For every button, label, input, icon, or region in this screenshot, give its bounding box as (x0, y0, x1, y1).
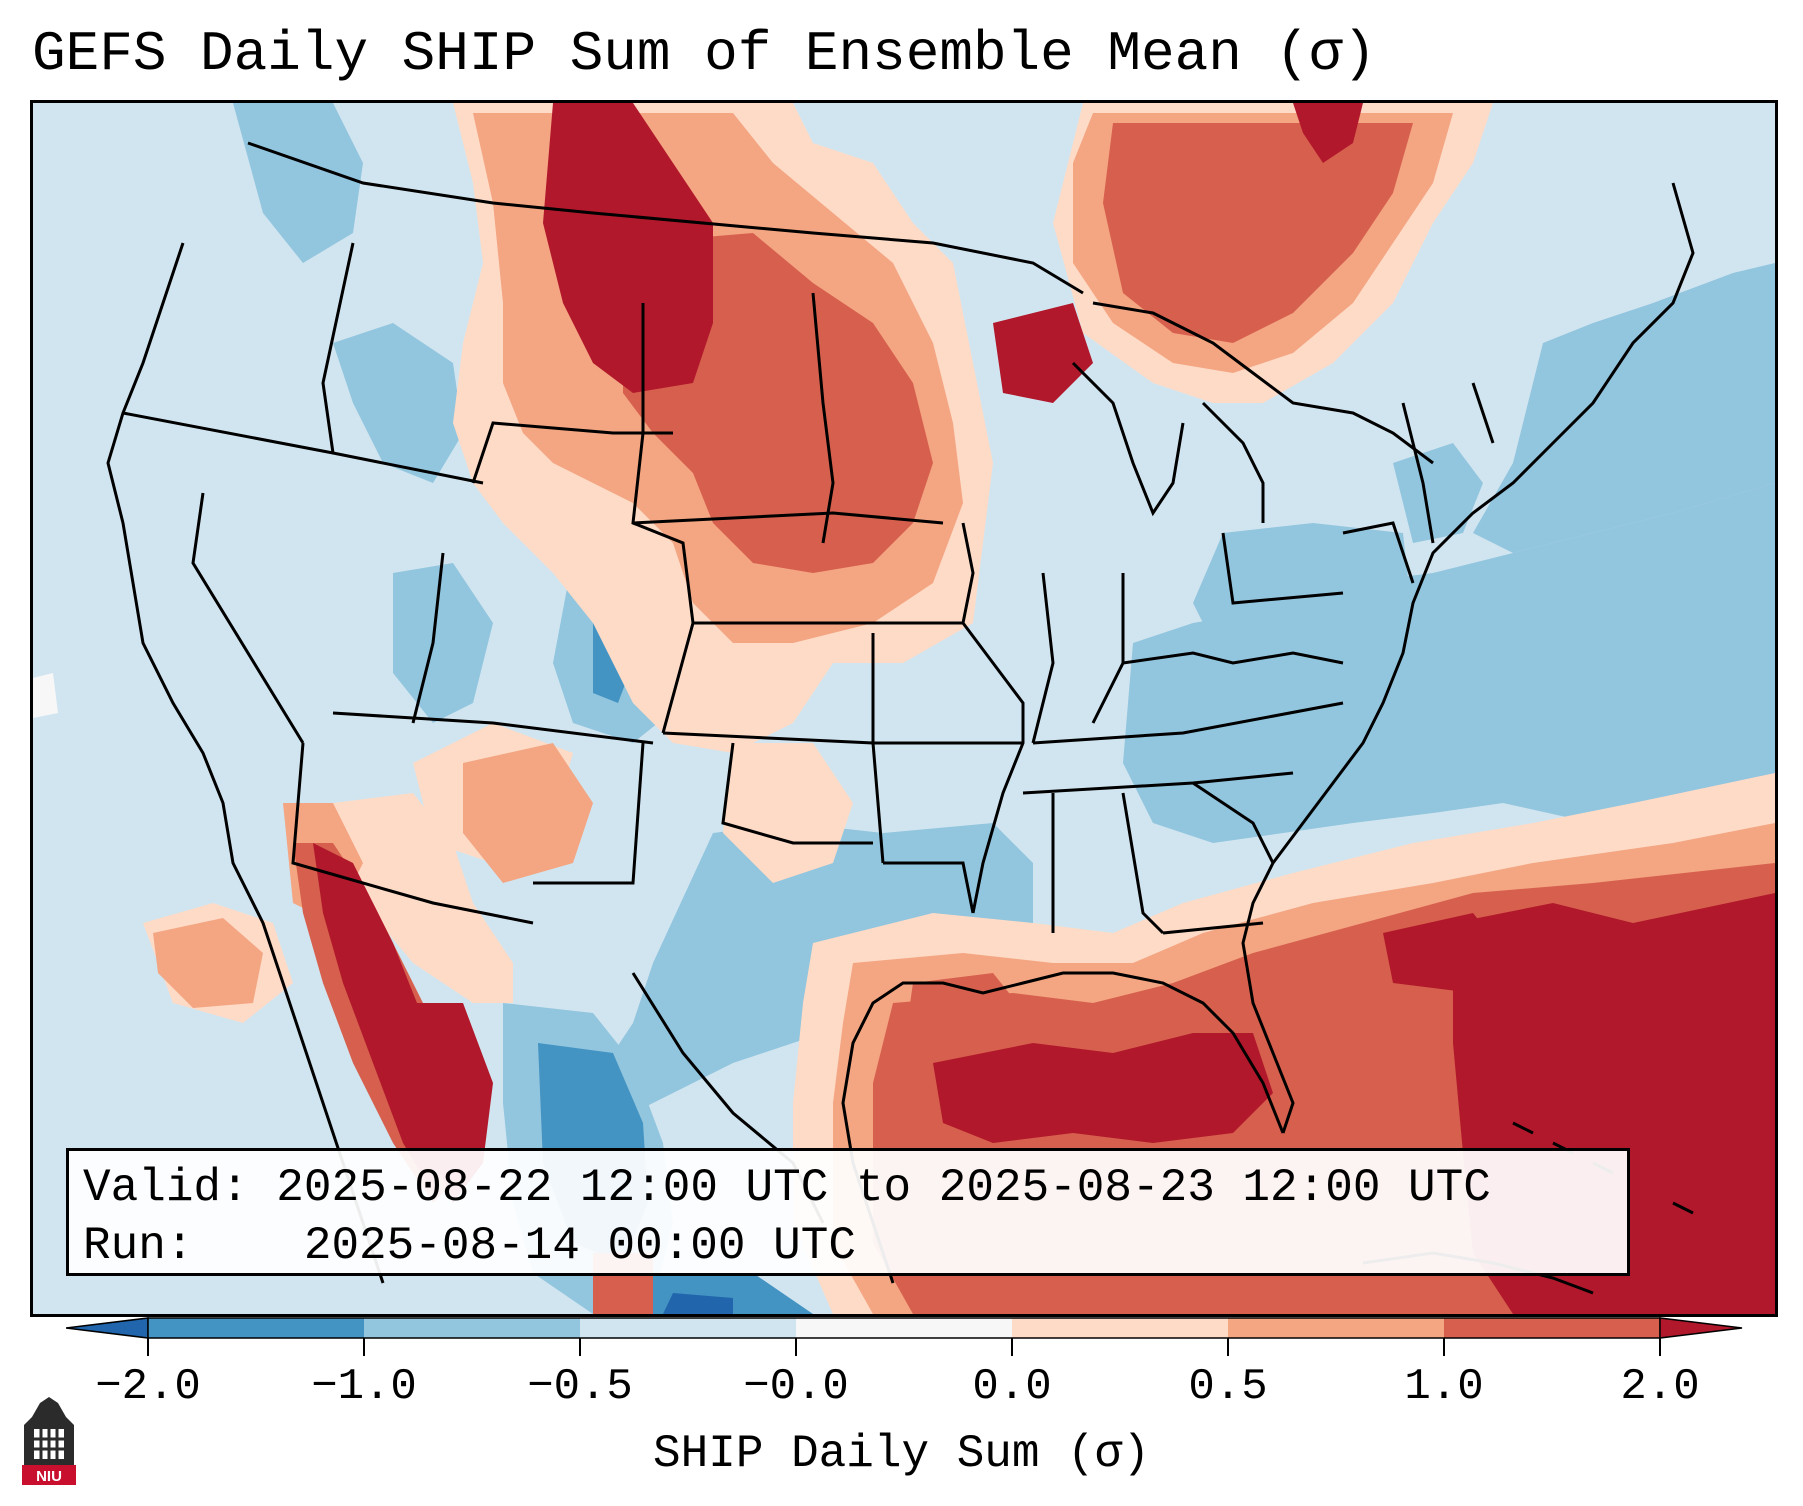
university-tower-icon: NIU (22, 1397, 76, 1485)
colorbar-tick-label: 0.0 (972, 1362, 1052, 1412)
valid-line: Valid: 2025-08-22 12:00 UTC to 2025-08-2… (83, 1159, 1613, 1217)
validity-info-box: Valid: 2025-08-22 12:00 UTC to 2025-08-2… (66, 1148, 1630, 1276)
logo-text: NIU (36, 1468, 62, 1485)
colorbar-tick-label: 0.5 (1188, 1362, 1268, 1412)
colorbar-bin (1228, 1318, 1445, 1338)
run-label: Run: (83, 1220, 194, 1272)
anomaly-map (33, 103, 1775, 1314)
colorbar-tick-marks (147, 1338, 1661, 1356)
colorbar-tick-label: 1.0 (1404, 1362, 1484, 1412)
colorbar (66, 1317, 1743, 1356)
colorbar-tick-label: −0.0 (743, 1362, 849, 1412)
map-title: GEFS Daily SHIP Sum of Ensemble Mean (σ) (32, 22, 1377, 86)
colorbar-bin (1012, 1318, 1229, 1338)
colorbar-tick-label: −1.0 (311, 1362, 417, 1412)
run-line: Run: 2025-08-14 00:00 UTC (83, 1217, 1613, 1275)
colorbar-bin (1444, 1318, 1661, 1338)
colorbar-bin (580, 1318, 797, 1338)
colorbar-tick-label: −2.0 (95, 1362, 201, 1412)
valid-label: Valid: (83, 1162, 249, 1214)
colorbar-under-arrow (66, 1317, 149, 1339)
colorbar-label: SHIP Daily Sum (σ) (653, 1428, 1150, 1480)
colorbar-bin (148, 1318, 365, 1338)
map-panel (30, 100, 1778, 1317)
colorbar-over-arrow (1659, 1317, 1743, 1339)
colorbar-bins (147, 1317, 1661, 1339)
valid-value: 2025-08-22 12:00 UTC to 2025-08-23 12:00… (276, 1162, 1491, 1214)
colorbar-bin (796, 1318, 1013, 1338)
political-boundaries (106, 141, 1695, 1284)
colorbar-tick-label: 2.0 (1620, 1362, 1700, 1412)
colorbar-bin (364, 1318, 581, 1338)
colorbar-tick-label: −0.5 (527, 1362, 633, 1412)
run-value: 2025-08-14 00:00 UTC (303, 1220, 856, 1272)
